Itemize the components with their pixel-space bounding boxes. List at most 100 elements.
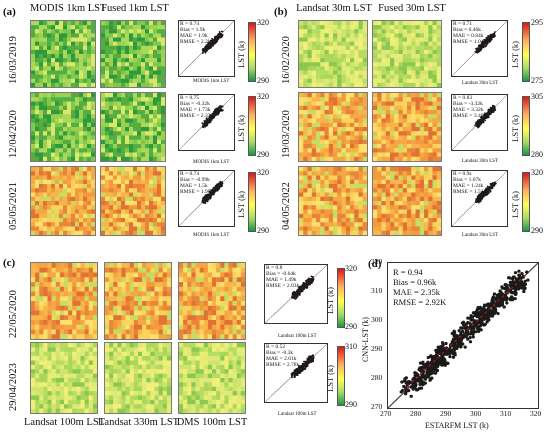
scatter-point (486, 193, 488, 196)
scatter-point (471, 332, 475, 336)
scatter-point (207, 41, 210, 44)
scatter-point (301, 366, 304, 368)
scatter-point (204, 202, 207, 205)
scatter-point (308, 355, 311, 358)
fit-line (271, 269, 323, 317)
scatter-point (220, 182, 223, 185)
colorbar (522, 172, 530, 232)
scatter-point (485, 302, 490, 307)
scatter-point (202, 197, 204, 200)
scatter-point (492, 106, 495, 108)
panel-a-row1-date: 16/03/2019 (8, 36, 19, 84)
scatter-point (513, 297, 517, 301)
panel-b-row2-date: 19/03/2020 (281, 110, 292, 158)
scatter-point (480, 44, 482, 47)
colorbar-min: 275 (531, 76, 543, 85)
scatter-point (489, 111, 492, 114)
scatter-point (482, 312, 487, 316)
scatter-point (293, 376, 296, 378)
scatter-point (508, 297, 513, 301)
scatter-point (497, 304, 501, 308)
scatter-point (456, 343, 460, 348)
scatter-point (517, 269, 521, 273)
scatter-plot (451, 170, 508, 227)
scatter-point (490, 106, 493, 109)
scatter-point (487, 40, 490, 43)
map-tile (30, 92, 96, 162)
scatter-point (488, 34, 490, 37)
stat-line: MAE = 0.84k (453, 33, 484, 39)
scatter-point (209, 121, 212, 124)
scatter-point (479, 116, 482, 119)
scatter-point (205, 48, 207, 51)
panel-b-row3-date: 04/05/2022 (281, 182, 292, 230)
map-tile (30, 262, 98, 340)
scatter-point (209, 197, 212, 200)
scatter-point (477, 123, 479, 126)
map-tile (100, 92, 166, 162)
scatter-point (474, 201, 477, 203)
colorbar-title: LST (k) (325, 365, 335, 392)
scatter-point (513, 289, 517, 293)
colorbar-max: 295 (531, 18, 543, 27)
scatter-point (521, 274, 526, 278)
scatter-point (505, 287, 509, 291)
scatter-point (457, 329, 461, 333)
scatter-point (489, 189, 491, 192)
scatter-point (299, 287, 302, 290)
scatter-point (482, 118, 485, 121)
scatter-point (293, 297, 296, 300)
scatter-point (451, 338, 456, 342)
panel-a-col2-heading: Fused 1km LST (101, 3, 169, 14)
scatter-point (471, 335, 475, 339)
scatter-point (205, 44, 208, 47)
panel-a-col1-heading: MODIS 1km LST (30, 3, 107, 14)
scatter-point (301, 286, 304, 289)
scatter-point (221, 33, 223, 36)
fit-line (402, 274, 527, 391)
scatter-point (478, 48, 480, 51)
colorbar (248, 96, 256, 156)
scatter-point (430, 376, 434, 380)
scatter-point (213, 116, 216, 119)
scatter-point (455, 346, 459, 350)
x-tick-label: 270 (380, 409, 392, 418)
y-tick-label: 320 (371, 257, 383, 266)
scatter-point (423, 381, 427, 385)
scatter-point (478, 193, 481, 196)
scatter-point (443, 348, 448, 352)
scatter-point (482, 303, 487, 307)
stat-line: MAE = 1.9k (180, 33, 208, 39)
scatter-point (407, 388, 411, 393)
scatter-point (484, 189, 487, 192)
scatter-point (217, 112, 220, 114)
scatter-point (483, 43, 485, 46)
scatter-point (488, 41, 491, 43)
fit-line (457, 175, 503, 220)
scatter-point (459, 341, 464, 346)
scatter-point (479, 310, 483, 315)
scatter-point (211, 116, 214, 119)
scatter-point (291, 294, 294, 296)
stat-line: Bias = 0.46k (453, 27, 482, 33)
scatter-point (213, 189, 216, 192)
colorbar (337, 346, 345, 406)
scatter-point (472, 330, 476, 334)
scatter-point (516, 286, 520, 291)
scatter-point (478, 197, 481, 200)
scatter-point (434, 353, 438, 357)
scatter-point (310, 278, 313, 280)
scatter-point (522, 282, 526, 286)
stat-line: RMSE = 2.2k (180, 39, 211, 45)
scatter-point (312, 357, 315, 360)
map-tile (104, 262, 172, 340)
scatter-point (209, 46, 212, 48)
scatter-point (418, 382, 422, 386)
panel-b-col1-heading: Landsat 30m LST (296, 3, 372, 14)
scatter-point (469, 314, 473, 318)
scatter-point (219, 106, 221, 109)
scatter-point (490, 38, 493, 41)
scatter-point (209, 192, 212, 194)
scatter-point (517, 283, 522, 287)
scatter-x-label: Landsat 30m LST (462, 81, 499, 86)
